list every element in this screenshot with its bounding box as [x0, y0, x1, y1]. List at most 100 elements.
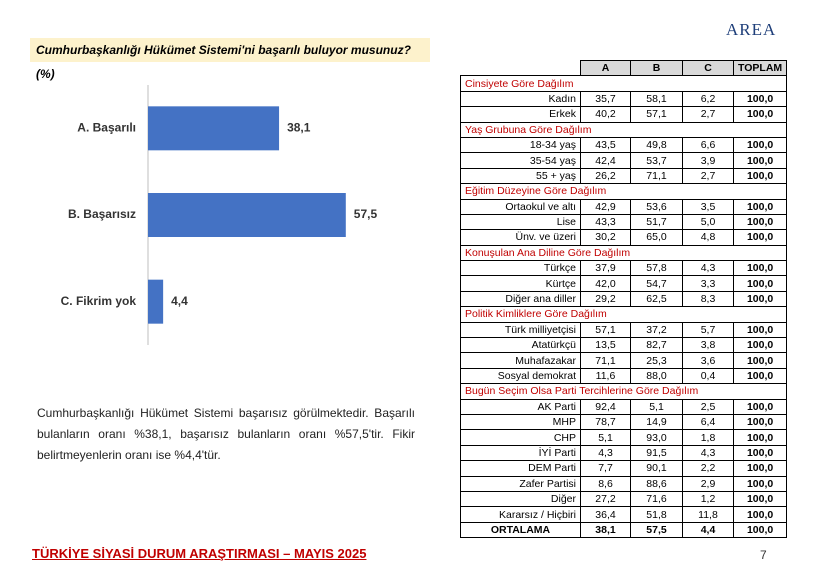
cell-value: 49,8 — [630, 136, 683, 154]
cell-value: 100,0 — [732, 490, 788, 508]
cell-value: 4,8 — [682, 229, 734, 246]
cell-value: 4,3 — [580, 444, 631, 462]
cell-value: 6,6 — [682, 136, 734, 154]
section-title: Bugün Seçim Olsa Parti Tercihlerine Göre… — [459, 383, 788, 400]
cell-value: 82,7 — [630, 337, 683, 354]
column-header: B — [630, 59, 683, 77]
table-row: Kürtçe 42,0 54,7 3,3 100,0 — [460, 275, 788, 292]
table-row: Atatürkçü 13,5 82,7 3,8 100,0 — [460, 337, 788, 354]
cell-value: 2,7 — [682, 106, 734, 123]
table-row: Diğer 27,2 71,6 1,2 100,0 — [460, 490, 788, 508]
table-row: Türkçe 37,9 57,8 4,3 100,0 — [460, 260, 788, 277]
table-row: Muhafazakar 71,1 25,3 3,6 100,0 — [460, 352, 788, 369]
cell-value: 100,0 — [732, 213, 788, 231]
cell-value: 53,6 — [630, 198, 683, 215]
header-blank — [461, 61, 581, 76]
row-label: CHP — [460, 429, 581, 446]
cell-value: 100,0 — [732, 275, 788, 292]
cell-value: 51,8 — [630, 506, 683, 523]
cell-value: 100,0 — [732, 106, 788, 123]
cell-value: 57,8 — [630, 260, 683, 277]
cell-value: 5,7 — [682, 321, 734, 339]
cell-value: 4,4 — [682, 521, 734, 539]
cell-value: 11,8 — [682, 506, 734, 523]
cell-value: 65,0 — [630, 229, 683, 246]
cell-value: 100,0 — [732, 444, 788, 462]
row-label: 35-54 yaş — [460, 152, 581, 169]
cell-value: 37,2 — [630, 321, 683, 339]
table-row: Konuşulan Ana Diline Göre Dağılım — [459, 244, 788, 262]
cell-value: 43,5 — [580, 136, 631, 154]
row-label: Sosyal demokrat — [460, 367, 581, 385]
table-row: Kararsız / Hiçbiri 36,4 51,8 11,8 100,0 — [460, 506, 788, 523]
row-label: İYİ Parti — [460, 444, 581, 462]
cell-value: 13,5 — [580, 337, 631, 354]
cell-value: 58,1 — [630, 90, 683, 108]
table-row: Bugün Seçim Olsa Parti Tercihlerine Göre… — [459, 383, 788, 400]
value-label: 57,5 — [354, 207, 378, 221]
category-label: A. Başarılı — [77, 121, 136, 135]
value-label: 38,1 — [287, 121, 311, 135]
row-label: 55 + yaş — [460, 167, 581, 185]
cell-value: 91,5 — [630, 444, 683, 462]
bar — [148, 106, 280, 151]
cell-value: 53,7 — [630, 152, 683, 169]
cell-value: 26,2 — [580, 167, 631, 185]
column-header: TOPLAM — [732, 59, 788, 77]
cell-value: 3,5 — [682, 198, 734, 215]
table-row: CHP 5,1 93,0 1,8 100,0 — [460, 429, 788, 446]
cell-value: 54,7 — [630, 275, 683, 292]
cell-value: 8,3 — [682, 290, 734, 308]
cell-value: 29,2 — [580, 290, 631, 308]
cell-value: 5,1 — [580, 429, 631, 446]
table-row: 55 + yaş 26,2 71,1 2,7 100,0 — [460, 167, 788, 185]
table-row: Lise 43,3 51,7 5,0 100,0 — [460, 213, 788, 231]
cell-value: 93,0 — [630, 429, 683, 446]
cell-value: 100,0 — [732, 352, 788, 369]
cell-value: 57,1 — [630, 106, 683, 123]
section-title: Eğitim Düzeyine Göre Dağılım — [459, 183, 788, 200]
table-row: Politik Kimliklere Göre Dağılım — [459, 306, 788, 323]
cell-value: 100,0 — [732, 136, 788, 154]
row-label: Türkçe — [460, 260, 581, 277]
chart: A. Başarılı 38,1 B. Başarısız 57,5 C. Fikrim… — [61, 85, 378, 345]
table-row: Ortaokul ve altı 42,9 53,6 3,5 100,0 — [460, 198, 788, 215]
row-label: Muhafazakar — [460, 352, 581, 369]
table-row: Erkek 40,2 57,1 2,7 100,0 — [460, 106, 788, 123]
paragraph: Cumhurbaşkanlığı Hükümet Sistemi başarıs… — [37, 406, 415, 462]
cell-value: 4,3 — [682, 444, 734, 462]
bar — [148, 193, 346, 237]
cell-value: 37,9 — [580, 260, 631, 277]
cell-value: 100,0 — [732, 90, 788, 108]
cell-value: 88,6 — [630, 475, 683, 492]
cell-value: 3,3 — [682, 275, 734, 292]
cell-value: 71,6 — [630, 490, 683, 508]
cell-value: 100,0 — [732, 198, 788, 215]
cell-value: 3,6 — [682, 352, 734, 369]
row-label: Diğer ana diller — [460, 290, 581, 308]
row-label: Kürtçe — [460, 275, 581, 292]
cell-value: 38,1 — [580, 521, 631, 539]
table-row: Kadın 35,7 58,1 6,2 100,0 — [460, 90, 788, 108]
cell-value: 51,7 — [630, 213, 683, 231]
table-row: ORTALAMA 38,1 57,5 4,4 100,0 — [460, 521, 788, 539]
table: A B C TOPLAM Cinsiyete Göre Dağılım Kadın 35,7… — [459, 59, 788, 539]
cell-value: 88,0 — [630, 367, 683, 385]
column-header: C — [682, 59, 734, 77]
cell-value: 42,0 — [580, 275, 631, 292]
cell-value: 4,3 — [682, 260, 734, 277]
cell-value: 27,2 — [580, 490, 631, 508]
table-row: Zafer Partisi 8,6 88,6 2,9 100,0 — [460, 475, 788, 492]
row-label: Türk milliyetçisi — [460, 321, 581, 339]
cell-value: 1,2 — [682, 490, 734, 508]
cell-value: 3,9 — [682, 152, 734, 169]
footer-title: TÜRKİYE SİYASİ DURUM ARAŞTIRMASI – MAYIS… — [32, 546, 367, 561]
row-label: ORTALAMA — [460, 521, 581, 539]
row-label: Diğer — [460, 490, 581, 508]
cell-value: 100,0 — [732, 398, 788, 415]
cell-value: 6,4 — [682, 413, 734, 431]
cell-value: 42,4 — [580, 152, 631, 169]
cell-value: 2,9 — [682, 475, 734, 492]
section-title: Politik Kimliklere Göre Dağılım — [459, 306, 788, 323]
cell-value: 100,0 — [732, 429, 788, 446]
